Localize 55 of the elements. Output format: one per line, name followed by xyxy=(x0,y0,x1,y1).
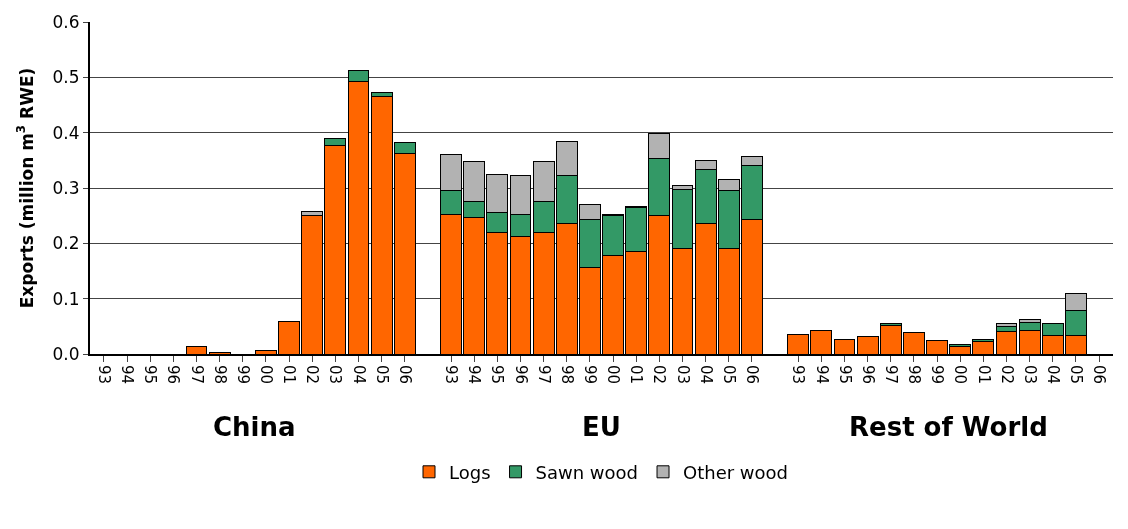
x-tick-label: 01 xyxy=(280,365,299,385)
x-tick-label: 93 xyxy=(789,365,808,385)
x-tick-label: 06 xyxy=(1090,365,1109,385)
x-tick-label: 94 xyxy=(812,365,831,385)
x-tick-label: 96 xyxy=(858,365,877,385)
x-tick-label: 98 xyxy=(557,365,576,385)
x-tick-label: 93 xyxy=(442,365,461,385)
y-tick-label: 0.4 xyxy=(52,122,80,143)
legend-label: Logs xyxy=(449,461,491,483)
x-tick-label: 03 xyxy=(326,365,345,385)
x-tick-label: 95 xyxy=(835,365,854,385)
y-tick-label: 0.5 xyxy=(52,67,80,88)
x-tick-label: 94 xyxy=(118,365,137,385)
x-tick-label: 97 xyxy=(534,365,553,385)
y-tick-label: 0.3 xyxy=(52,177,80,198)
x-tick-label: 04 xyxy=(696,365,715,385)
legend-label: Other wood xyxy=(683,461,789,483)
x-tick-label: 03 xyxy=(1020,365,1039,385)
legend-label: Sawn wood xyxy=(535,461,639,483)
x-tick-label: 95 xyxy=(488,365,507,385)
x-tick-label: 96 xyxy=(511,365,530,385)
x-tick-label: 93 xyxy=(95,365,114,385)
x-tick-label: 00 xyxy=(951,365,970,385)
text: Rest of World xyxy=(849,412,1048,442)
x-tick-label: 04 xyxy=(349,365,368,385)
y-tick-label: 0.1 xyxy=(52,288,80,309)
x-tick-label: 05 xyxy=(719,365,738,385)
y-tick-label: 0.6 xyxy=(52,11,80,32)
x-tick-label: 99 xyxy=(581,365,600,385)
x-tick-label: 06 xyxy=(395,365,414,385)
x-tick-label: 94 xyxy=(465,365,484,385)
x-tick-label: 95 xyxy=(141,365,160,385)
x-tick-label: 98 xyxy=(905,365,924,385)
y-tick-label: 0.0 xyxy=(52,343,80,364)
x-tick-label: 01 xyxy=(974,365,993,385)
x-tick-label: 97 xyxy=(187,365,206,385)
x-tick-label: 01 xyxy=(627,365,646,385)
x-tick-label: 03 xyxy=(673,365,692,385)
text: EU xyxy=(582,412,621,442)
x-tick-label: 05 xyxy=(372,365,391,385)
x-tick-label: 00 xyxy=(604,365,623,385)
x-tick-label: 99 xyxy=(233,365,252,385)
x-tick-label: 96 xyxy=(164,365,183,385)
x-tick-label: 04 xyxy=(1043,365,1062,385)
text: China xyxy=(213,412,296,442)
x-tick-label: 06 xyxy=(743,365,762,385)
x-tick-label: 02 xyxy=(997,365,1016,385)
x-tick-label: 02 xyxy=(303,365,322,385)
x-tick-label: 02 xyxy=(650,365,669,385)
x-tick-label: 05 xyxy=(1067,365,1086,385)
x-tick-label: 97 xyxy=(881,365,900,385)
x-tick-label: 00 xyxy=(257,365,276,385)
x-tick-label: 98 xyxy=(210,365,229,385)
y-tick-label: 0.2 xyxy=(52,233,80,254)
x-tick-label: 99 xyxy=(928,365,947,385)
